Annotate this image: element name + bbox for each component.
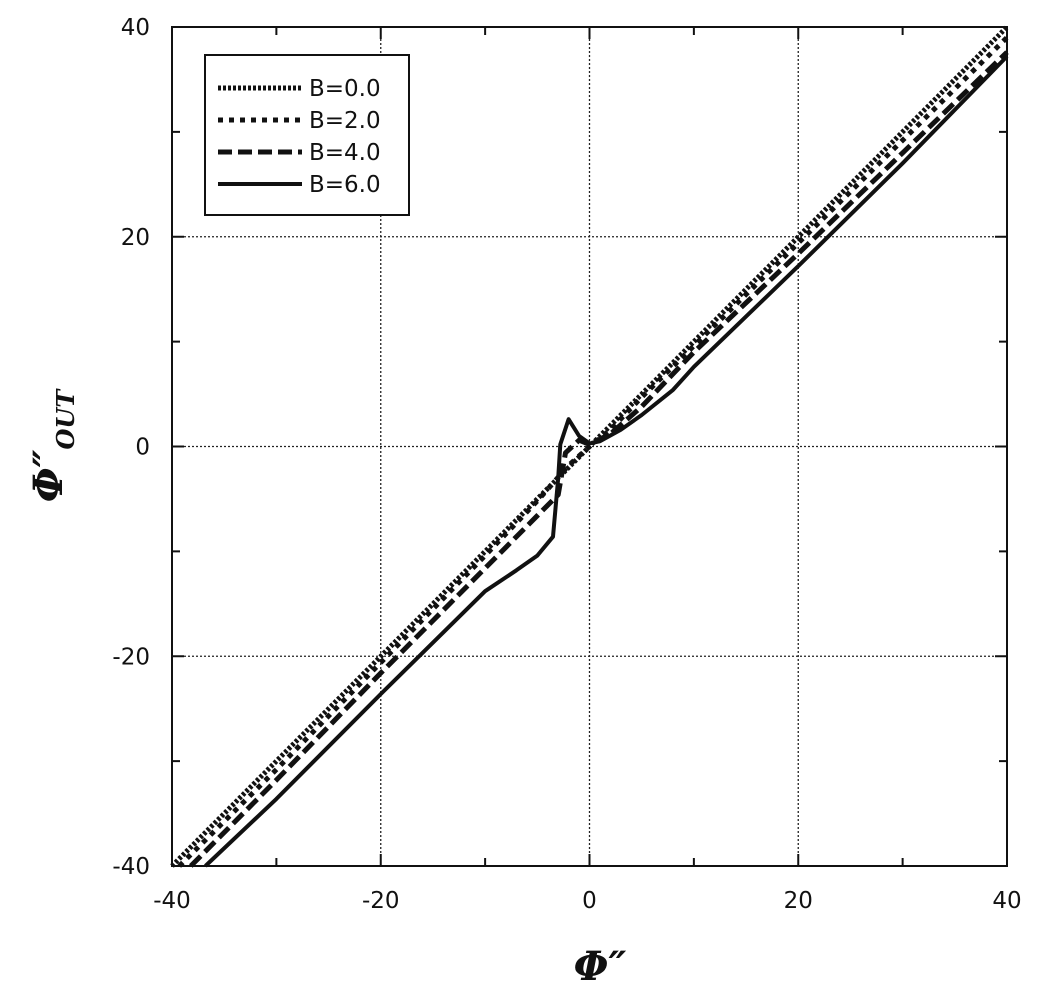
- series-line-b-6-0: [204, 55, 1009, 868]
- legend-label: B=2.0: [309, 108, 381, 134]
- legend-label: B=4.0: [309, 140, 381, 166]
- legend-label: B=0.0: [309, 76, 381, 102]
- y-tick-label: 20: [121, 225, 150, 251]
- y-axis-label-main: Φ″: [25, 449, 72, 502]
- y-tick-label: -40: [112, 854, 150, 880]
- x-tick-label: -40: [153, 888, 191, 914]
- series-line-b-4-0: [189, 50, 1009, 868]
- legend-box: [204, 54, 410, 216]
- x-tick-label: 0: [582, 888, 597, 914]
- series-lines: [170, 25, 1009, 868]
- tick-labels: -40 -20 0 20 40 -40 -20 0 20 40: [112, 15, 1021, 914]
- x-tick-label: 20: [784, 888, 813, 914]
- y-tick-label: 0: [135, 435, 150, 461]
- x-axis-label: Φ″: [574, 943, 627, 990]
- legend-label: B=6.0: [309, 172, 381, 198]
- y-axis-label: Φ″OUT: [25, 388, 80, 503]
- series-line-b-2-0: [177, 35, 1009, 868]
- y-tick-label: -20: [112, 644, 150, 670]
- svg-text:Φ″OUT: Φ″OUT: [25, 388, 80, 503]
- y-tick-label: 40: [121, 15, 150, 41]
- y-axis-label-subscript: OUT: [51, 388, 80, 450]
- legend: B=0.0 B=2.0 B=4.0 B=6.0: [204, 54, 410, 216]
- x-tick-label: -20: [362, 888, 400, 914]
- x-tick-label: 40: [992, 888, 1021, 914]
- axis-ticks: [171, 26, 1008, 867]
